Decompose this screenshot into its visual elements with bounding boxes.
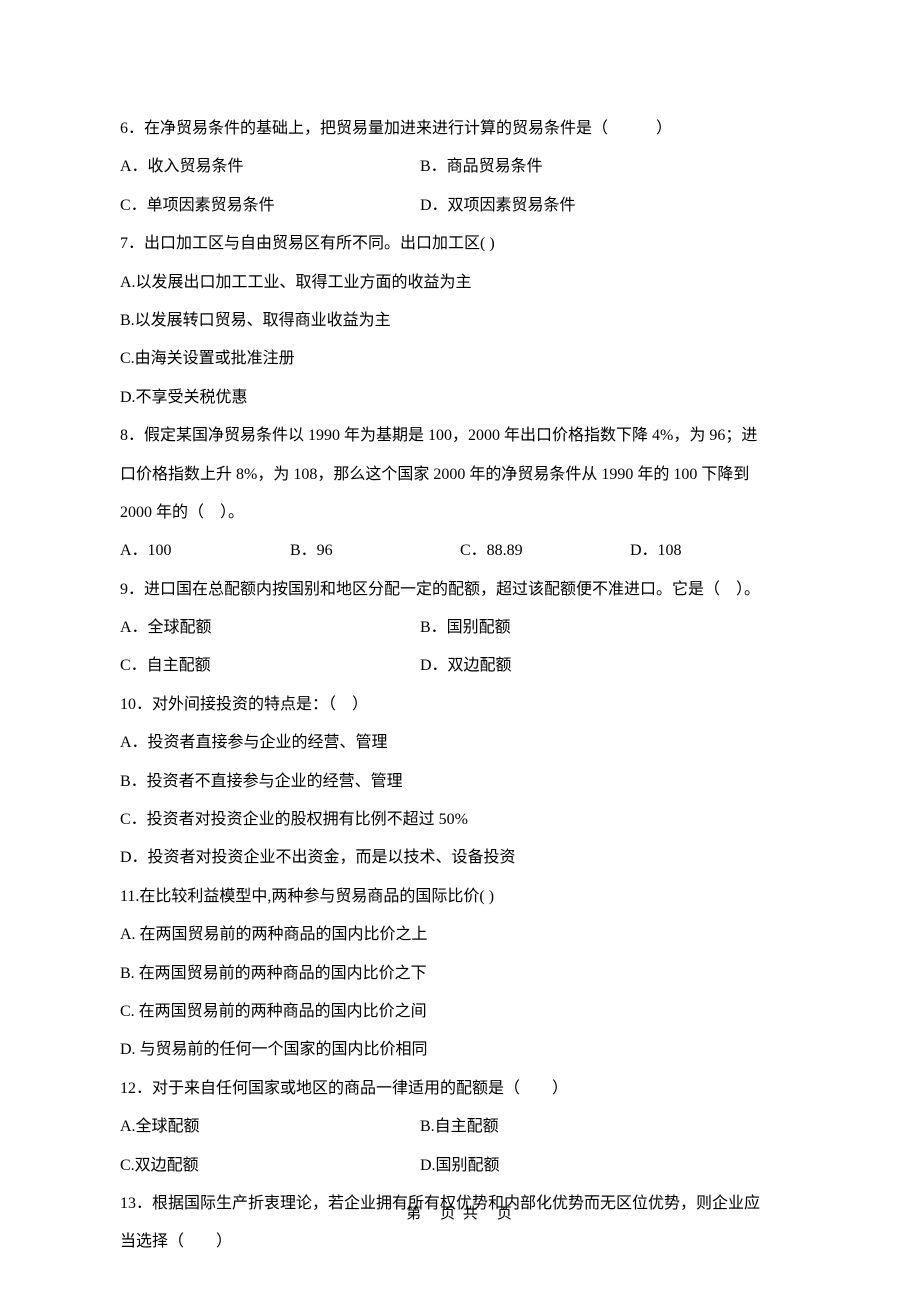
q7-option-c: C.由海关设置或批准注册 bbox=[120, 340, 800, 378]
q9-options-row2: C．自主配额 D．双边配额 bbox=[120, 647, 800, 685]
q9-option-a: A．全球配额 bbox=[120, 609, 420, 647]
q11-option-b: B. 在两国贸易前的两种商品的国内比价之下 bbox=[120, 955, 800, 993]
q11-option-a: A. 在两国贸易前的两种商品的国内比价之上 bbox=[120, 916, 800, 954]
q8-option-b: B．96 bbox=[290, 532, 460, 570]
q12-options-row1: A.全球配额 B.自主配额 bbox=[120, 1108, 800, 1146]
q12-option-b: B.自主配额 bbox=[420, 1108, 800, 1146]
q6-option-a: A．收入贸易条件 bbox=[120, 148, 420, 186]
q12-stem: 12．对于来自任何国家或地区的商品一律适用的配额是（ ） bbox=[120, 1070, 800, 1108]
q10-option-c: C．投资者对投资企业的股权拥有比例不超过 50% bbox=[120, 801, 800, 839]
q12-option-a: A.全球配额 bbox=[120, 1108, 420, 1146]
q6-options-row2: C．单项因素贸易条件 D．双项因素贸易条件 bbox=[120, 187, 800, 225]
q7-option-d: D.不享受关税优惠 bbox=[120, 379, 800, 417]
q11-option-d: D. 与贸易前的任何一个国家的国内比价相同 bbox=[120, 1031, 800, 1069]
q11-stem: 11.在比较利益模型中,两种参与贸易商品的国际比价( ) bbox=[120, 878, 800, 916]
q6-options-row1: A．收入贸易条件 B．商品贸易条件 bbox=[120, 148, 800, 186]
q6-stem: 6．在净贸易条件的基础上，把贸易量加进来进行计算的贸易条件是（ ） bbox=[120, 110, 800, 148]
q12-options-row2: C.双边配额 D.国别配额 bbox=[120, 1147, 800, 1185]
q10-stem: 10．对外间接投资的特点是：（ ） bbox=[120, 686, 800, 724]
q10-option-a: A．投资者直接参与企业的经营、管理 bbox=[120, 724, 800, 762]
q7-stem: 7．出口加工区与自由贸易区有所不同。出口加工区( ) bbox=[120, 225, 800, 263]
q12-option-c: C.双边配额 bbox=[120, 1147, 420, 1185]
q6-option-c: C．单项因素贸易条件 bbox=[120, 187, 420, 225]
q10-option-d: D．投资者对投资企业不出资金，而是以技术、设备投资 bbox=[120, 839, 800, 877]
q7-option-b: B.以发展转口贸易、取得商业收益为主 bbox=[120, 302, 800, 340]
q9-option-c: C．自主配额 bbox=[120, 647, 420, 685]
q8-stem-line2: 口价格指数上升 8%，为 108，那么这个国家 2000 年的净贸易条件从 19… bbox=[120, 456, 800, 494]
q9-options-row1: A．全球配额 B．国别配额 bbox=[120, 609, 800, 647]
q8-option-c: C．88.89 bbox=[460, 532, 630, 570]
q9-option-b: B．国别配额 bbox=[420, 609, 800, 647]
q10-option-b: B．投资者不直接参与企业的经营、管理 bbox=[120, 763, 800, 801]
q9-stem: 9．进口国在总配额内按国别和地区分配一定的配额，超过该配额便不准进口。它是（ ）… bbox=[120, 571, 800, 609]
q8-option-d: D．108 bbox=[630, 532, 800, 570]
q8-option-a: A．100 bbox=[120, 532, 290, 570]
q6-option-d: D．双项因素贸易条件 bbox=[420, 187, 800, 225]
page-footer: 第 页 共 页 bbox=[0, 1196, 920, 1232]
q12-option-d: D.国别配额 bbox=[420, 1147, 800, 1185]
q6-option-b: B．商品贸易条件 bbox=[420, 148, 800, 186]
q7-option-a: A.以发展出口加工工业、取得工业方面的收益为主 bbox=[120, 264, 800, 302]
q9-option-d: D．双边配额 bbox=[420, 647, 800, 685]
q11-option-c: C. 在两国贸易前的两种商品的国内比价之间 bbox=[120, 993, 800, 1031]
q8-stem-line3: 2000 年的（ ）。 bbox=[120, 494, 800, 532]
q8-options-row: A．100 B．96 C．88.89 D．108 bbox=[120, 532, 800, 570]
document-page: 6．在净贸易条件的基础上，把贸易量加进来进行计算的贸易条件是（ ） A．收入贸易… bbox=[0, 0, 920, 1302]
q8-stem-line1: 8．假定某国净贸易条件以 1990 年为基期是 100，2000 年出口价格指数… bbox=[120, 417, 800, 455]
